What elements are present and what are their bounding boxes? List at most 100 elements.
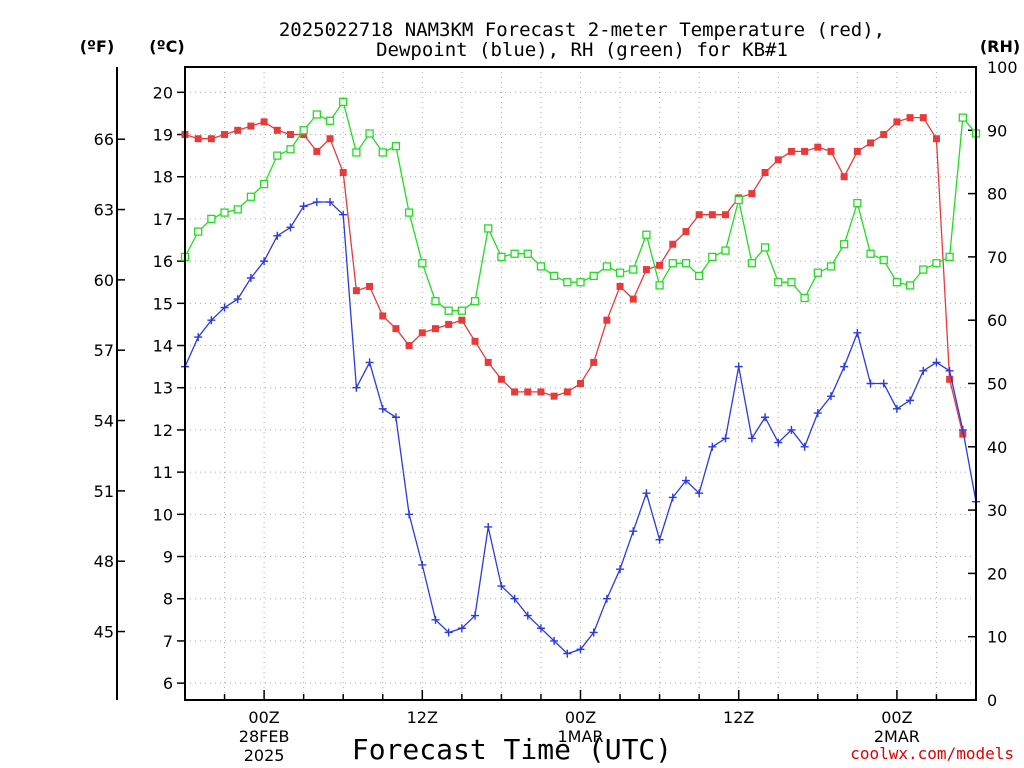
- rh-point: [879, 255, 888, 265]
- rh-point: [840, 240, 849, 249]
- dewpoint-point: [299, 202, 308, 211]
- rh-point: [259, 179, 269, 189]
- temperature-point: [656, 261, 664, 269]
- temperature-point: [550, 392, 558, 400]
- dewpoint-point: [932, 358, 941, 367]
- rh-point: [339, 97, 348, 106]
- rh-tick-label: 90: [987, 121, 1007, 140]
- rh-tick-label: 30: [987, 501, 1007, 520]
- temperature-point: [511, 388, 519, 396]
- dewpoint-point: [787, 425, 796, 434]
- rh-point: [378, 148, 387, 157]
- dewpoint-point: [906, 396, 915, 405]
- celsius-axis: 6 7 8 9 10 11 12 13 14 15 16 17 18 19 20: [153, 67, 186, 700]
- temperature-point: [642, 266, 650, 274]
- celsius-tick-label: 8: [163, 590, 173, 609]
- celsius-tick-label: 19: [153, 126, 173, 145]
- rh-tick-label: 100: [987, 58, 1018, 77]
- celsius-tick-label: 9: [163, 548, 173, 567]
- rh-point: [233, 205, 242, 214]
- dewpoint-point: [550, 636, 559, 645]
- temperature-point: [932, 135, 940, 143]
- temperature-point: [537, 388, 545, 396]
- dewpoint-point: [563, 649, 572, 658]
- dewpoint-point: [681, 476, 690, 485]
- dewpoint-point: [629, 527, 638, 536]
- temperature-point: [774, 156, 782, 164]
- fahrenheit-unit-label: (ºF): [80, 37, 115, 56]
- dewpoint-point: [444, 628, 453, 637]
- temperature-point: [906, 114, 914, 122]
- rh-point: [457, 306, 467, 315]
- x-axis-label: Forecast Time (UTC): [352, 733, 672, 766]
- celsius-tick-label: 18: [153, 168, 173, 187]
- time-tick-date: 2MAR: [874, 727, 920, 746]
- dewpoint-point: [919, 366, 928, 375]
- rh-point: [470, 297, 480, 306]
- dewpoint-point: [457, 624, 466, 633]
- rh-point: [404, 208, 414, 217]
- fahrenheit-tick-label: 54: [94, 412, 114, 431]
- temperature-point: [814, 143, 822, 151]
- rh-point: [431, 297, 440, 306]
- temperature-point: [722, 211, 730, 219]
- rh-point: [602, 262, 612, 271]
- dewpoint-point: [523, 611, 532, 620]
- dewpoint-point: [497, 582, 506, 591]
- rh-point: [642, 230, 651, 239]
- rh-point: [958, 113, 967, 122]
- dewpoint-point: [695, 489, 704, 498]
- celsius-tick-label: 7: [163, 632, 173, 651]
- temperature-point: [418, 329, 426, 337]
- dewpoint-point: [484, 522, 493, 531]
- temperature-point: [840, 173, 848, 181]
- temperature-point: [326, 135, 334, 143]
- rh-point: [826, 262, 836, 271]
- rh-point: [418, 259, 427, 268]
- dewpoint-point: [418, 560, 427, 569]
- temperature-point: [339, 169, 347, 176]
- rh-point: [800, 293, 809, 303]
- fahrenheit-tick-label: 45: [94, 623, 114, 642]
- dewpoint-point: [813, 409, 822, 418]
- celsius-tick-label: 13: [153, 379, 173, 398]
- temperature-point: [207, 135, 215, 143]
- dewpoint-point: [616, 565, 625, 574]
- rh-point: [813, 268, 822, 277]
- rh-point: [273, 151, 282, 160]
- celsius-tick-label: 15: [153, 294, 173, 313]
- dewpoint-point: [233, 295, 242, 304]
- temperature-point: [616, 282, 624, 290]
- dewpoint-point: [853, 328, 862, 337]
- fahrenheit-tick-label: 51: [94, 482, 114, 501]
- fahrenheit-axis: 45 48 51 54 57 60 63 66: [94, 67, 125, 700]
- dewpoint-point: [576, 645, 585, 654]
- temperature-point: [629, 295, 637, 303]
- temperature-point: [366, 282, 374, 290]
- time-tick-label: 12Z: [407, 708, 438, 727]
- source-credit: coolwx.com/models: [850, 744, 1014, 763]
- dewpoint-point: [536, 624, 545, 633]
- temperature-point: [484, 358, 492, 366]
- plot-frame: [184, 66, 977, 701]
- fahrenheit-tick-label: 63: [94, 201, 114, 220]
- temperature-point: [669, 240, 677, 248]
- rh-point: [299, 126, 308, 135]
- dewpoint-point: [958, 425, 967, 434]
- rh-point: [787, 278, 796, 287]
- rh-point: [668, 259, 677, 268]
- time-tick-label: 00Z: [248, 708, 279, 727]
- rh-point: [655, 281, 664, 290]
- temperature-point: [880, 131, 888, 139]
- rh-point: [444, 306, 453, 315]
- dewpoint-point: [405, 510, 414, 519]
- dewpoint-point: [892, 404, 901, 413]
- temperature-point: [563, 388, 571, 396]
- rh-point: [589, 271, 598, 281]
- celsius-tick-label: 17: [153, 210, 173, 229]
- rh-point: [325, 116, 335, 125]
- rh-point: [721, 246, 730, 255]
- dewpoint-point: [220, 303, 229, 312]
